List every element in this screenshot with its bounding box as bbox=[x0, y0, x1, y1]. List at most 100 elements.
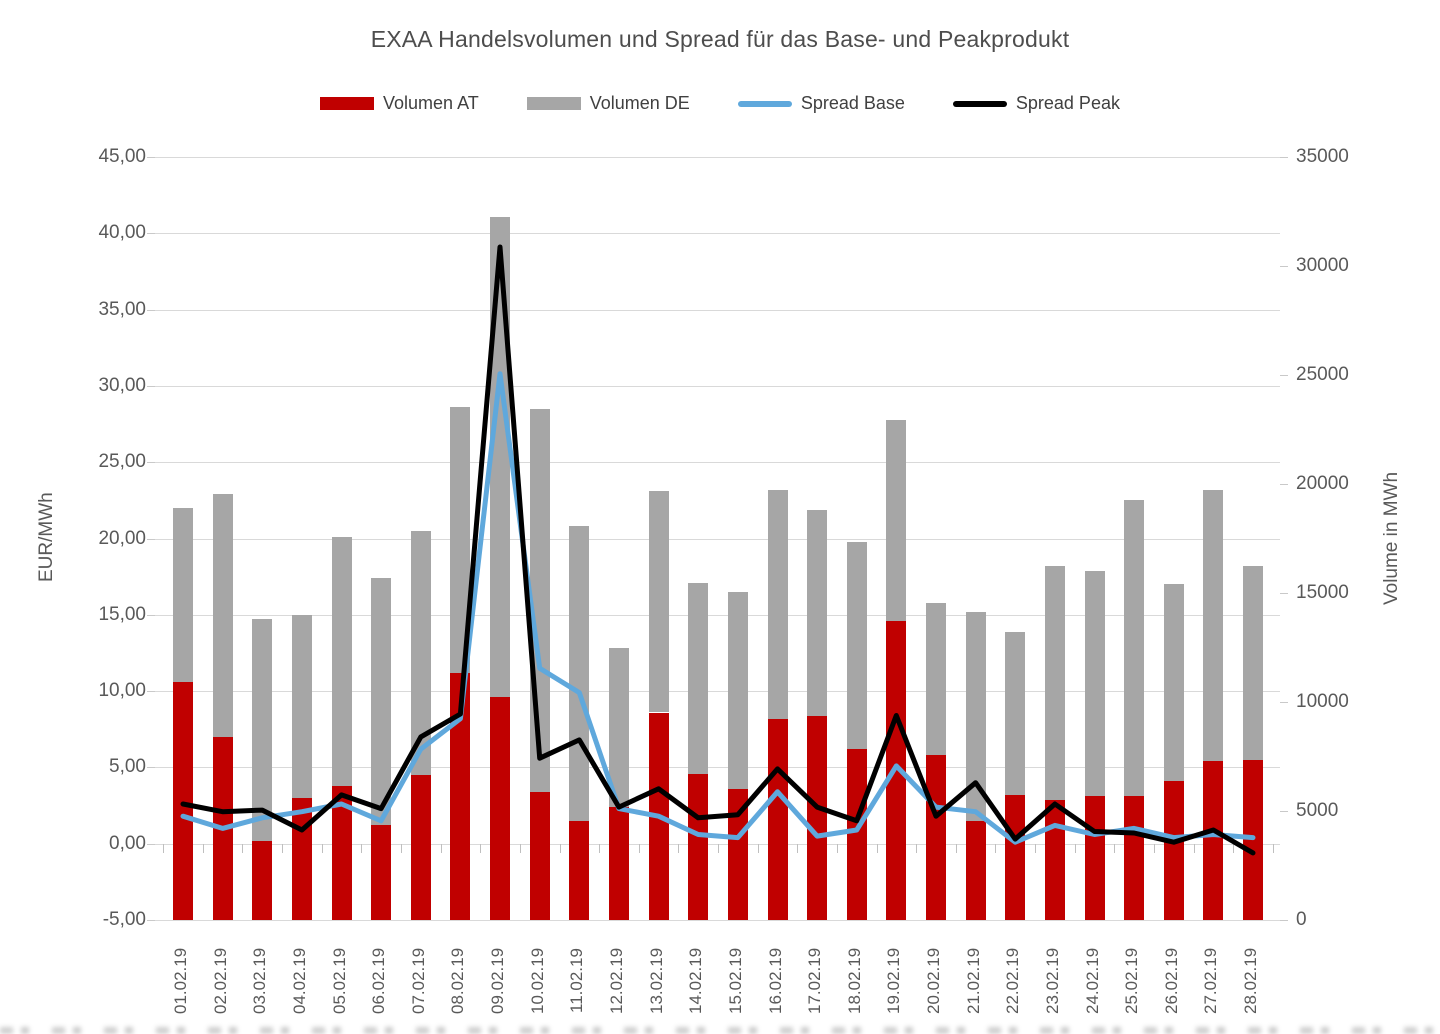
x-axis-tick bbox=[876, 843, 878, 853]
bar-volumen-de bbox=[450, 407, 471, 673]
bar-volumen-at bbox=[1163, 781, 1184, 920]
x-axis-tick bbox=[559, 843, 561, 853]
axis-tick-left bbox=[147, 920, 155, 921]
x-axis-tick bbox=[1272, 843, 1274, 853]
y-axis-label-left: 30,00 bbox=[98, 374, 146, 396]
bar-volumen-at bbox=[767, 718, 788, 920]
bar-volumen-at bbox=[1005, 794, 1026, 920]
y-axis-label-right: 20000 bbox=[1296, 473, 1349, 494]
y-axis-label-right: 25000 bbox=[1296, 364, 1349, 385]
bar-volumen-de bbox=[173, 508, 193, 682]
bar-volumen-at bbox=[965, 820, 986, 920]
bar-volumen-de bbox=[767, 489, 788, 719]
y-axis-label-left: 40,00 bbox=[98, 222, 146, 244]
legend-label: Volumen DE bbox=[589, 93, 690, 113]
bar-volumen-at bbox=[490, 697, 510, 920]
bar-volumen-at bbox=[450, 672, 471, 920]
gridline bbox=[155, 309, 1280, 311]
legend-item: Volumen DE bbox=[526, 93, 690, 114]
bar-volumen-de bbox=[688, 582, 709, 774]
legend-item: Spread Peak bbox=[952, 93, 1120, 114]
bar-volumen-at bbox=[371, 825, 392, 920]
gridline bbox=[155, 691, 1280, 693]
bar-volumen-de bbox=[648, 491, 669, 713]
axis-tick-left bbox=[147, 462, 155, 464]
bar-volumen-de bbox=[1163, 584, 1184, 782]
axis-tick-right bbox=[1280, 266, 1288, 267]
y-axis-label-right: 10000 bbox=[1296, 691, 1349, 712]
bar-volumen-de bbox=[291, 614, 312, 798]
y-axis-label-left: 35,00 bbox=[98, 298, 146, 320]
bar-volumen-de bbox=[1084, 570, 1105, 797]
x-axis-tick bbox=[163, 843, 165, 853]
x-axis-tick bbox=[480, 843, 482, 853]
x-axis-tick bbox=[1193, 843, 1195, 853]
bar-volumen-de bbox=[212, 494, 233, 737]
bar-volumen-de bbox=[926, 602, 946, 756]
cropped-bottom-text bbox=[0, 1027, 1440, 1034]
bar-volumen-de bbox=[410, 530, 431, 776]
y-axis-label-right: 15000 bbox=[1296, 582, 1349, 603]
y-axis-label-left: 0,00 bbox=[109, 832, 146, 854]
axis-tick-left bbox=[147, 843, 155, 845]
bar-volumen-de bbox=[846, 541, 867, 750]
x-axis-tick bbox=[955, 843, 957, 853]
bar-volumen-de bbox=[1203, 489, 1224, 762]
legend-label: Spread Base bbox=[800, 93, 905, 113]
bar-volumen-de bbox=[886, 419, 907, 621]
axis-tick-left bbox=[147, 157, 155, 158]
bar-volumen-de bbox=[727, 591, 748, 789]
x-axis-tick bbox=[242, 843, 244, 853]
bar-volumen-at bbox=[529, 791, 550, 920]
gridline bbox=[155, 767, 1280, 769]
x-axis-tick bbox=[599, 843, 601, 853]
legend-label: Volumen AT bbox=[383, 93, 479, 113]
bar-volumen-de bbox=[1243, 566, 1263, 760]
x-axis-tick bbox=[1114, 843, 1116, 853]
x-axis-tick bbox=[638, 843, 640, 853]
gridline bbox=[155, 385, 1280, 387]
legend-marker-spread-peak bbox=[952, 100, 1007, 107]
chart-title: EXAA Handelsvolumen und Spread für das B… bbox=[370, 26, 1070, 52]
spread-peak-line bbox=[180, 244, 1256, 856]
bar-volumen-at bbox=[173, 681, 193, 920]
gridline bbox=[155, 157, 1280, 158]
axis-title-right: Volume in MWh bbox=[1381, 471, 1402, 605]
x-axis-tick bbox=[1035, 843, 1036, 853]
axis-tick-left bbox=[147, 691, 155, 693]
y-axis-label-right: 30000 bbox=[1296, 255, 1349, 276]
bar-volumen-de bbox=[608, 648, 629, 808]
x-axis-tick bbox=[678, 843, 680, 853]
bar-volumen-at bbox=[331, 785, 352, 920]
bar-volumen-de bbox=[371, 578, 392, 826]
bar-volumen-at bbox=[252, 840, 273, 920]
x-axis-tick bbox=[321, 843, 323, 853]
bar-volumen-at bbox=[727, 788, 748, 920]
axis-tick-left bbox=[147, 309, 155, 311]
x-axis-tick bbox=[1153, 843, 1155, 853]
bar-volumen-de bbox=[1005, 631, 1026, 795]
legend: Volumen AT Volumen DE Spread Base Spread Pe… bbox=[0, 93, 1440, 114]
bar-volumen-at bbox=[569, 820, 590, 920]
gridline bbox=[155, 233, 1280, 235]
legend-item: Spread Base bbox=[737, 93, 905, 114]
legend-item: Volumen AT bbox=[320, 93, 479, 114]
axis-tick-left bbox=[147, 385, 155, 387]
legend-marker-volumen-at bbox=[320, 97, 375, 110]
bar-volumen-at bbox=[608, 807, 629, 920]
axis-tick-right bbox=[1280, 811, 1288, 812]
y-axis-label-left: 25,00 bbox=[98, 451, 146, 473]
y-axis-label-right: 5000 bbox=[1296, 800, 1339, 821]
y-axis-label-left: 15,00 bbox=[98, 603, 146, 625]
x-axis-tick bbox=[519, 843, 521, 853]
bar-volumen-de bbox=[331, 537, 352, 786]
axis-tick-right bbox=[1280, 375, 1288, 376]
bar-volumen-at bbox=[410, 775, 431, 920]
y-axis-label-left: 5,00 bbox=[109, 756, 146, 778]
x-axis-tick bbox=[361, 843, 363, 853]
y-axis-label-left: 20,00 bbox=[98, 527, 146, 549]
bar-volumen-at bbox=[1203, 761, 1224, 920]
x-axis-tick bbox=[282, 843, 284, 853]
